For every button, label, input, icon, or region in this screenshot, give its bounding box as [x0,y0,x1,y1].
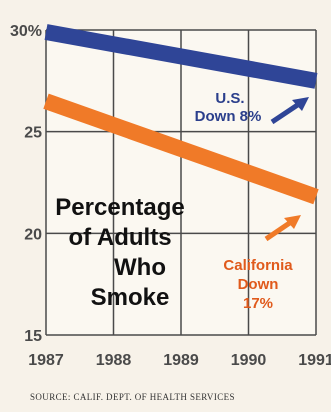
chart-title-line-3: Who [114,254,166,281]
us-label-line-2: Down 8% [195,108,262,125]
us-arrow-icon [270,97,309,125]
series-layer [43,24,319,205]
y-tick-label: 15 [24,328,42,345]
series-line-us [44,24,318,89]
chart-title-line-2: of Adults [68,224,171,251]
x-tick-label: 1990 [231,352,267,369]
ca-label-line-1: California [223,257,293,274]
chart-title-line-4: Smoke [91,284,170,311]
y-tick-label: 30% [10,23,42,40]
ca-label-line-3: 17% [243,295,273,312]
y-tick-label: 20 [24,226,42,243]
x-tick-label: 1987 [28,352,64,369]
x-axis-ticks: 1987 1988 1989 1990 1991 [28,352,331,369]
ca-arrow-icon [264,215,301,242]
chart-title-line-1: Percentage [55,194,184,221]
us-label-line-1: U.S. [215,90,244,107]
x-tick-label: 1991 [298,352,331,369]
ca-label-line-2: Down [238,276,279,293]
source-note: SOURCE: CALIF. DEPT. OF HEALTH SERVICES [30,392,235,402]
x-tick-label: 1989 [163,352,199,369]
y-axis-ticks: 30% 25 20 15 [10,23,42,345]
y-tick-label: 25 [24,125,42,142]
series-line-ca [43,93,319,205]
x-tick-label: 1988 [96,352,132,369]
